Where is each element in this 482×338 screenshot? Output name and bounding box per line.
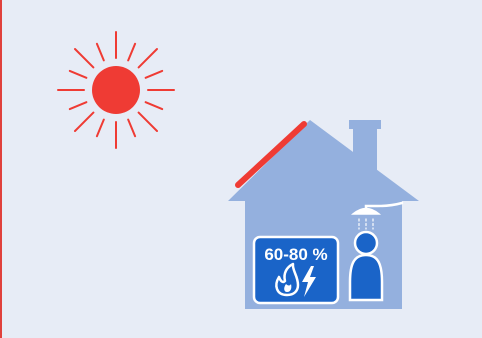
energy-share-badge: 60-80 % [252, 235, 340, 305]
sun-ray [95, 42, 105, 62]
person-icon [348, 230, 384, 302]
left-accent-line [0, 0, 2, 338]
solar-panel [235, 121, 307, 188]
sun-ray [95, 118, 105, 138]
energy-share-label: 60-80 % [264, 245, 327, 264]
sun-ray [68, 69, 88, 79]
sun-ray [74, 48, 95, 69]
sun-ray [137, 111, 158, 132]
sun-ray [137, 48, 158, 69]
sun-icon [57, 31, 175, 149]
flame-icon [275, 262, 300, 297]
sun-ray [68, 101, 88, 111]
sun-ray [127, 42, 137, 62]
sun-ray [127, 118, 137, 138]
shower-icon [350, 201, 404, 230]
sun-ray [74, 111, 95, 132]
sun-ray [144, 69, 164, 79]
lightning-icon [302, 266, 316, 297]
sun-ray [144, 101, 164, 111]
